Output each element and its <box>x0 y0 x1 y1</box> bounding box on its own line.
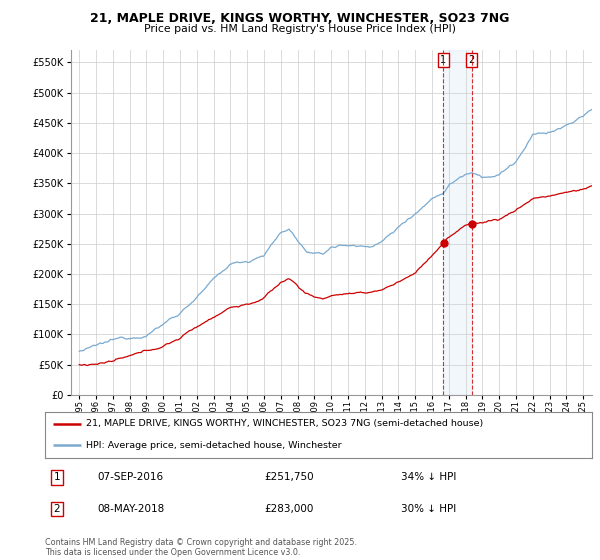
Text: HPI: Average price, semi-detached house, Winchester: HPI: Average price, semi-detached house,… <box>86 441 341 450</box>
Text: 07-SEP-2016: 07-SEP-2016 <box>97 472 163 482</box>
Text: £283,000: £283,000 <box>264 504 313 514</box>
Text: 2: 2 <box>54 504 61 514</box>
Text: 1: 1 <box>54 472 61 482</box>
Text: 21, MAPLE DRIVE, KINGS WORTHY, WINCHESTER, SO23 7NG (semi-detached house): 21, MAPLE DRIVE, KINGS WORTHY, WINCHESTE… <box>86 419 483 428</box>
Text: £251,750: £251,750 <box>264 472 314 482</box>
Text: Contains HM Land Registry data © Crown copyright and database right 2025.
This d: Contains HM Land Registry data © Crown c… <box>45 538 357 557</box>
Text: Price paid vs. HM Land Registry's House Price Index (HPI): Price paid vs. HM Land Registry's House … <box>144 24 456 34</box>
Text: 34% ↓ HPI: 34% ↓ HPI <box>401 472 456 482</box>
Bar <box>443 50 472 395</box>
Text: 30% ↓ HPI: 30% ↓ HPI <box>401 504 456 514</box>
Text: 21, MAPLE DRIVE, KINGS WORTHY, WINCHESTER, SO23 7NG: 21, MAPLE DRIVE, KINGS WORTHY, WINCHESTE… <box>91 12 509 25</box>
Text: 2: 2 <box>469 55 475 65</box>
Text: 08-MAY-2018: 08-MAY-2018 <box>97 504 164 514</box>
Text: 1: 1 <box>440 55 446 65</box>
